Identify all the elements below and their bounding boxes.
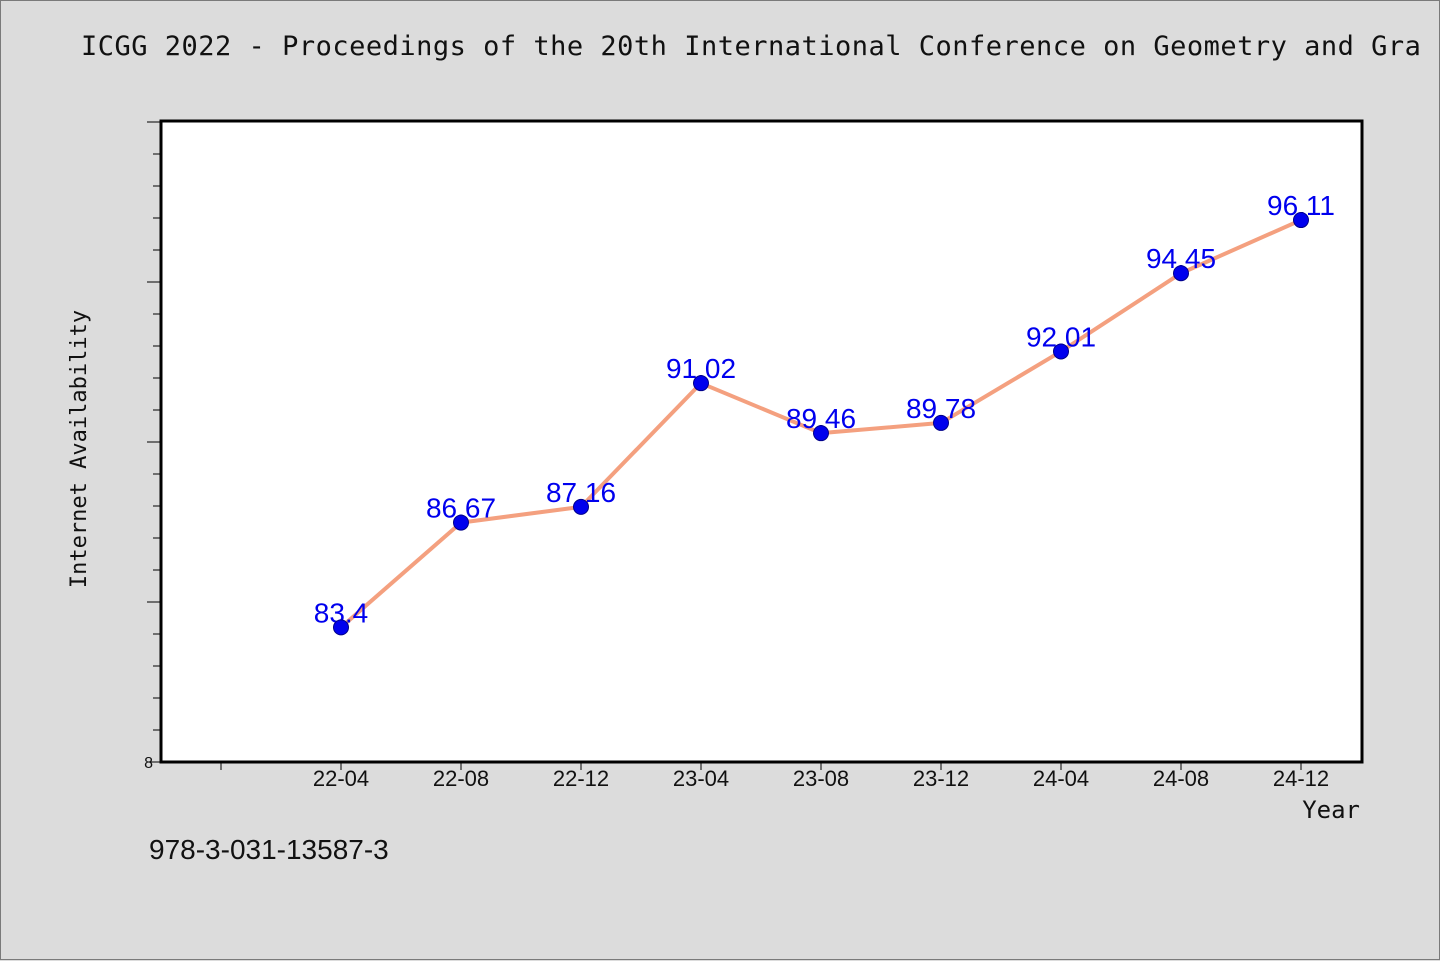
x-tick-label: 23-08 xyxy=(793,766,849,791)
data-point xyxy=(1293,212,1309,229)
x-tick-label: 24-04 xyxy=(1033,766,1089,791)
x-tick-label: 22-04 xyxy=(313,766,369,791)
x-tick-label: 24-08 xyxy=(1153,766,1209,791)
x-axis-label: Year xyxy=(1302,796,1360,824)
data-point xyxy=(693,375,709,392)
chart-title: ICGG 2022 - Proceedings of the 20th Inte… xyxy=(81,31,1422,62)
x-tick-label: 23-04 xyxy=(673,766,729,791)
x-tick-label: 23-12 xyxy=(913,766,969,791)
data-point xyxy=(1053,343,1069,360)
x-tick-label: 24-12 xyxy=(1273,766,1329,791)
data-point xyxy=(573,498,589,515)
data-point xyxy=(933,414,949,431)
data-point xyxy=(1173,265,1189,282)
isbn-text: 978-3-031-13587-3 xyxy=(149,834,389,865)
y-axis-label: Internet Availability xyxy=(67,310,92,588)
y-tick-label: 8 xyxy=(144,755,153,772)
x-tick-label: 22-12 xyxy=(553,766,609,791)
data-point xyxy=(453,514,469,531)
plot-area xyxy=(159,119,1364,764)
data-point xyxy=(333,619,349,636)
data-point xyxy=(813,425,829,442)
x-tick-label: 22-08 xyxy=(433,766,489,791)
